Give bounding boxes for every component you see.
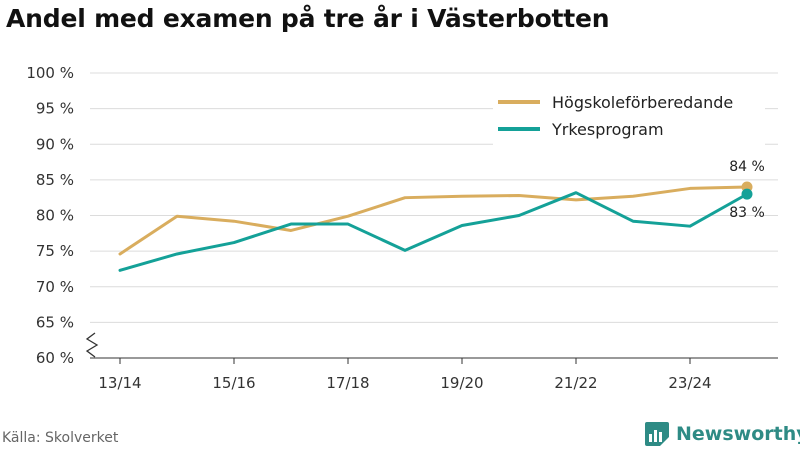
brand-logo[interactable]: Newsworthy [644,420,800,448]
data-label: 84 % [729,159,765,175]
data-label: 83 % [729,205,765,221]
x-tick-label: 17/18 [326,374,369,392]
y-tick-label: 90 % [36,135,74,153]
x-tick-label: 13/14 [98,374,141,392]
y-tick-label: 95 % [36,100,74,118]
axes: 60 % 65 % 70 % 75 % 80 % 85 % 90 % 95 % 100 % 13/… [26,64,778,392]
legend-label: Yrkesprogram [551,120,664,139]
source-note: Källa: Skolverket [2,430,119,446]
legend-label: Högskoleförberedande [552,93,733,112]
series-line-2 [118,191,749,272]
series-line-1 [118,185,749,256]
y-tick-label: 85 % [36,171,74,189]
x-tick-label: 21/22 [554,374,597,392]
line-chart: 60 % 65 % 70 % 75 % 80 % 85 % 90 % 95 % 100 % 13/… [26,64,778,392]
chart-title: Andel med examen på tre år i Västerbotte… [6,4,610,33]
axis-break-icon [85,332,99,358]
x-tick-label: 15/16 [212,374,255,392]
series-lines: 84 % 83 % [118,159,765,272]
y-tick-label: 65 % [36,313,74,331]
y-tick-label: 75 % [36,242,74,260]
y-tick-label: 80 % [36,207,74,225]
series-end-point [741,188,753,200]
legend-background [493,84,765,148]
y-tick-label: 70 % [36,278,74,296]
y-tick-label: 60 % [36,349,74,367]
bar-chart-logo-icon [645,422,669,446]
legend: Högskoleförberedande Yrkesprogram [493,84,765,148]
x-tick-label: 23/24 [668,374,711,392]
brand-name: Newsworthy [676,423,800,445]
x-tick-label: 19/20 [440,374,483,392]
y-tick-label: 100 % [26,64,74,82]
